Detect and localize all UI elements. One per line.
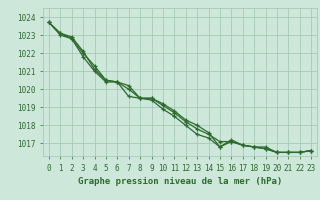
X-axis label: Graphe pression niveau de la mer (hPa): Graphe pression niveau de la mer (hPa) (78, 177, 282, 186)
